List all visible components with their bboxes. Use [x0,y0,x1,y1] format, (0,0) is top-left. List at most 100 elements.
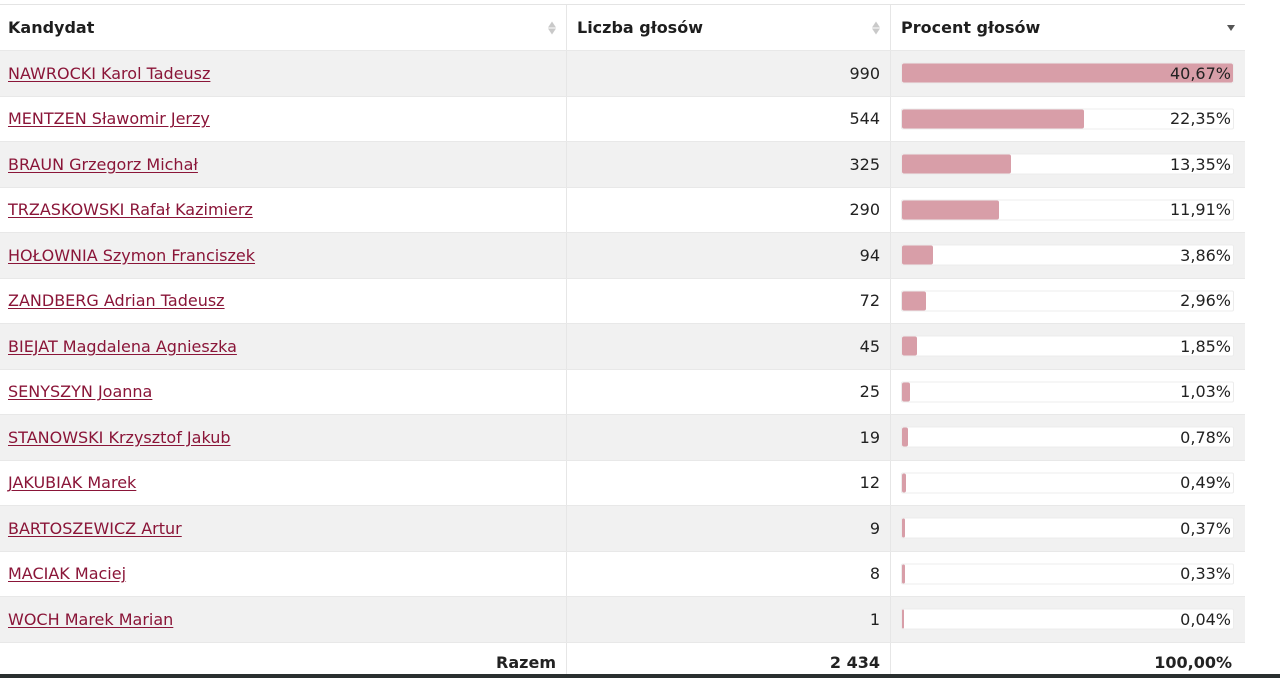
percent-bar-track [901,244,1234,266]
votes-cell: 8 [567,551,891,596]
table-row: JAKUBIAK Marek 12 0,49% [0,460,1245,506]
percent-value: 13,35% [1169,154,1231,174]
votes-value: 544 [849,109,880,129]
percent-value: 22,35% [1169,109,1231,129]
percent-bar-fill [902,63,1233,83]
candidate-link[interactable]: ZANDBERG Adrian Tadeusz [8,291,225,311]
percent-cell: 0,37% [891,506,1245,551]
candidate-link[interactable]: MENTZEN Sławomir Jerzy [8,109,210,129]
table-row: BARTOSZEWICZ Artur 9 0,37% [0,506,1245,552]
votes-cell: 72 [567,278,891,323]
candidate-link[interactable]: JAKUBIAK Marek [8,473,137,493]
percent-value: 1,03% [1180,382,1231,402]
table-body: NAWROCKI Karol Tadeusz 990 40,67% MENTZEN S… [0,51,1245,643]
percent-bar-fill [902,382,911,402]
percent-cell: 11,91% [891,188,1245,233]
votes-value: 19 [859,427,880,447]
percent-bar-fill [902,518,905,538]
sort-votes-icon[interactable] [872,21,880,34]
sort-candidate-icon[interactable] [548,21,556,34]
votes-value: 25 [859,382,880,402]
header-votes[interactable]: Liczba głosów [567,5,891,50]
percent-cell: 13,35% [891,142,1245,187]
percent-cell: 0,49% [891,461,1245,506]
percent-bar-fill [902,109,1084,129]
votes-cell: 19 [567,415,891,460]
table-row: WOCH Marek Marian 1 0,04% [0,597,1245,643]
percent-value: 2,96% [1180,291,1231,311]
votes-cell: 25 [567,369,891,414]
percent-bar-track [901,199,1234,221]
bottom-strip [0,674,1280,678]
table-row: BIEJAT Magdalena Agnieszka 45 1,85% [0,324,1245,370]
candidate-cell: JAKUBIAK Marek [0,460,567,505]
votes-cell: 1 [567,597,891,642]
votes-cell: 94 [567,233,891,278]
percent-value: 11,91% [1169,200,1231,220]
candidate-cell: HOŁOWNIA Szymon Franciszek [0,233,567,278]
percent-bar-track [901,608,1234,630]
sort-descending-icon[interactable] [1227,24,1235,31]
candidate-link[interactable]: STANOWSKI Krzysztof Jakub [8,427,231,447]
percent-bar-fill [902,154,1011,174]
header-percent-label: Procent głosów [901,18,1041,37]
header-percent[interactable]: Procent głosów [891,5,1245,50]
percent-value: 0,49% [1180,473,1231,493]
percent-cell: 22,35% [891,97,1245,142]
votes-value: 1 [869,609,880,629]
votes-cell: 325 [567,142,891,187]
candidate-link[interactable]: BRAUN Grzegorz Michał [8,154,198,174]
votes-cell: 9 [567,506,891,551]
percent-cell: 1,85% [891,324,1245,369]
table-row: SENYSZYN Joanna 25 1,03% [0,369,1245,415]
percent-bar-fill [902,336,918,356]
header-votes-label: Liczba głosów [577,18,703,37]
percent-value: 3,86% [1180,245,1231,265]
percent-bar-fill [902,291,927,311]
percent-cell: 0,78% [891,415,1245,460]
table-header: Kandydat Liczba głosów Procent głosów [0,5,1245,51]
votes-cell: 990 [567,51,891,96]
candidate-link[interactable]: WOCH Marek Marian [8,609,174,629]
candidate-link[interactable]: BARTOSZEWICZ Artur [8,518,182,538]
percent-bar-track [901,381,1234,403]
percent-value: 0,04% [1180,609,1231,629]
footer-total-votes: 2 434 [567,642,891,678]
percent-bar-track [901,563,1234,585]
votes-value: 325 [849,154,880,174]
candidate-link[interactable]: MACIAK Maciej [8,564,127,584]
percent-bar-track [901,472,1234,494]
candidate-link[interactable]: SENYSZYN Joanna [8,382,153,402]
percent-cell: 0,33% [891,552,1245,597]
header-candidate[interactable]: Kandydat [0,5,567,50]
candidate-cell: MACIAK Maciej [0,551,567,596]
candidate-link[interactable]: TRZASKOWSKI Rafał Kazimierz [8,200,253,220]
table-row: BRAUN Grzegorz Michał 325 13,35% [0,142,1245,188]
footer-total-percent: 100,00% [891,643,1245,678]
percent-bar-track [901,153,1234,175]
votes-value: 290 [849,200,880,220]
footer-label: Razem [0,642,567,678]
header-candidate-label: Kandydat [8,18,95,37]
percent-bar-fill [902,200,999,220]
percent-bar-fill [902,245,934,265]
votes-cell: 12 [567,460,891,505]
candidate-cell: MENTZEN Sławomir Jerzy [0,96,567,141]
candidate-cell: STANOWSKI Krzysztof Jakub [0,415,567,460]
votes-value: 990 [849,63,880,83]
percent-bar-fill [902,609,904,629]
candidate-cell: SENYSZYN Joanna [0,369,567,414]
votes-value: 94 [859,245,880,265]
votes-value: 9 [869,518,880,538]
candidate-link[interactable]: NAWROCKI Karol Tadeusz [8,63,211,83]
votes-value: 12 [859,473,880,493]
candidate-cell: ZANDBERG Adrian Tadeusz [0,278,567,323]
candidate-cell: TRZASKOWSKI Rafał Kazimierz [0,187,567,232]
footer-total-votes-text: 2 434 [829,653,880,672]
votes-cell: 544 [567,96,891,141]
candidate-link[interactable]: HOŁOWNIA Szymon Franciszek [8,245,256,265]
candidate-link[interactable]: BIEJAT Magdalena Agnieszka [8,336,237,356]
votes-cell: 45 [567,324,891,369]
table-row: MENTZEN Sławomir Jerzy 544 22,35% [0,96,1245,142]
